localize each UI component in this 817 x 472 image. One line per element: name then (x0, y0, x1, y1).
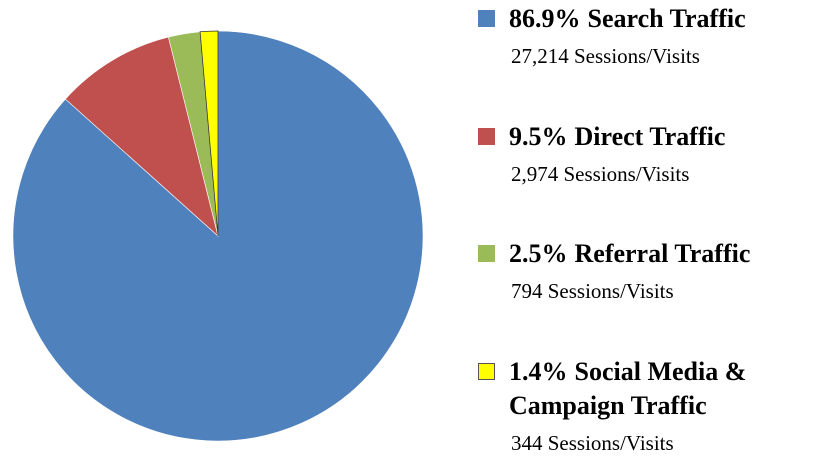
legend-heading: 9.5% Direct Traffic (478, 120, 817, 154)
legend-heading: 2.5% Referral Traffic (478, 237, 817, 271)
legend-item: 9.5% Direct Traffic 2,974 Sessions/Visits (478, 120, 817, 187)
legend-percent: 9.5% (509, 122, 568, 151)
legend-label: Referral Traffic (574, 239, 751, 268)
legend-item: 86.9% Search Traffic 27,214 Sessions/Visit… (478, 2, 817, 69)
legend-text: 2.5% Referral Traffic (509, 237, 809, 271)
legend-percent: 2.5% (509, 239, 568, 268)
legend-swatch (478, 245, 495, 262)
legend-percent: 1.4% (509, 357, 568, 386)
legend-sessions: 344 Sessions/Visits (511, 431, 674, 455)
legend-label: Social Media & Campaign Traffic (509, 357, 747, 420)
legend-swatch (478, 10, 495, 27)
legend-text: 86.9% Search Traffic (509, 2, 809, 36)
legend-sessions: 794 Sessions/Visits (511, 279, 674, 303)
legend-heading: 86.9% Search Traffic (478, 2, 817, 36)
legend-sessions: 27,214 Sessions/Visits (511, 44, 700, 68)
pie-slice (199, 30, 219, 237)
legend-swatch (478, 128, 495, 145)
legend-text: 9.5% Direct Traffic (509, 120, 809, 154)
legend-percent: 86.9% (509, 4, 581, 33)
legend-text: 1.4% Social Media & Campaign Traffic (509, 355, 809, 423)
legend-swatch (478, 363, 495, 380)
legend-heading: 1.4% Social Media & Campaign Traffic (478, 355, 817, 423)
pie-chart (12, 30, 424, 442)
legend-label: Search Traffic (587, 4, 746, 33)
legend-label: Direct Traffic (574, 122, 726, 151)
legend-sessions: 2,974 Sessions/Visits (511, 162, 690, 186)
legend-item: 1.4% Social Media & Campaign Traffic 344 S… (478, 355, 817, 456)
legend-item: 2.5% Referral Traffic 794 Sessions/Visits (478, 237, 817, 304)
pie-slice (65, 36, 219, 237)
